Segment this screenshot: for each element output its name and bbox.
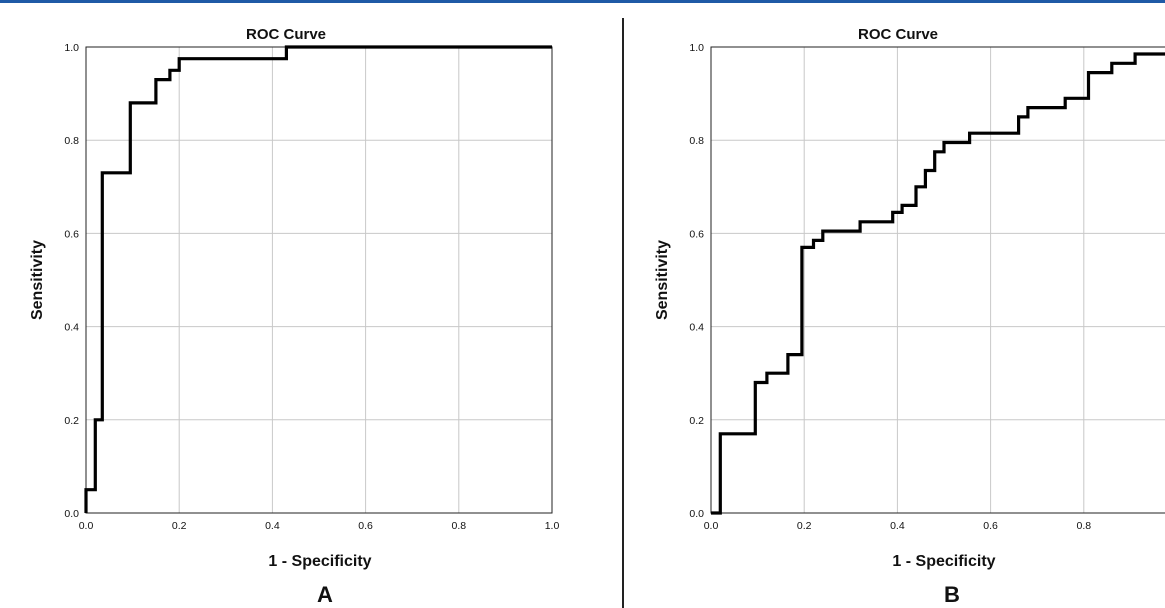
panel-a-title: ROC Curve [246,26,326,43]
panel-a-y-axis-title: Sensitivity [29,240,46,320]
panel-a-x-tick-label: 1.0 [545,520,560,532]
panel-b-roc-curve [711,52,1165,515]
panel-b-y-tick-label: 0.0 [689,508,704,520]
panel-b-title: ROC Curve [858,26,938,43]
panel-a-plot-frame [85,46,553,514]
panel-b: ROC Curve 1 - Specificity Sensitivity B … [654,26,1165,607]
panel-a-x-tick-label: 0.6 [358,520,373,532]
top-rule [0,0,1165,3]
panel-a-x-tick-label: 0.4 [265,520,280,532]
panel-b-x-tick-label: 0.6 [983,520,998,532]
panel-b-x-tick-label: 0.2 [797,520,812,532]
panel-a-y-tick-label: 0.8 [64,135,79,147]
panel-a-y-tick-label: 0.4 [64,322,79,334]
panel-b-y-tick-label: 0.6 [689,228,704,240]
panel-b-x-tick-label: 0.4 [890,520,905,532]
panel-a-x-tick-label: 0.8 [451,520,466,532]
panel-b-x-axis-title: 1 - Specificity [892,553,995,570]
panel-a-x-axis-title: 1 - Specificity [268,553,371,570]
panel-b-letter: B [944,582,960,607]
panel-b-y-axis-title: Sensitivity [654,240,671,320]
panel-b-x-tick-label: 0.8 [1076,520,1091,532]
panel-a-y-tick-label: 0.2 [64,415,79,427]
panel-b-y-tick-label: 0.4 [689,322,704,334]
panel-b-y-tick-label: 0.2 [689,415,704,427]
panel-a-letter: A [317,582,333,607]
panel-a-y-tick-label: 1.0 [64,42,79,54]
panel-a-y-tick-label: 0.6 [64,228,79,240]
panel-b-y-tick-label: 1.0 [689,42,704,54]
panel-a: ROC Curve 1 - Specificity Sensitivity A … [29,26,559,607]
panel-a-y-tick-label: 0.0 [64,508,79,520]
panel-a-x-tick-label: 0.2 [172,520,187,532]
panel-a-x-tick-label: 0.0 [79,520,94,532]
panel-b-y-tick-label: 0.8 [689,135,704,147]
panel-divider [622,18,624,608]
panel-a-roc-curve [84,45,552,513]
panel-b-x-tick-label: 0.0 [704,520,719,532]
panel-b-plot-frame [710,46,1165,514]
